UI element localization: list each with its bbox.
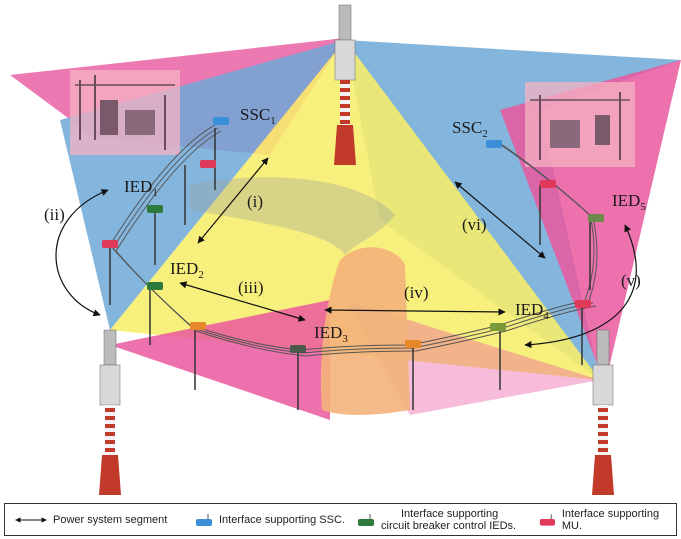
- mu-interface-icon-4: [575, 300, 591, 308]
- link-vi-arrow: [454, 181, 546, 259]
- link-v-arrow: [524, 224, 637, 349]
- ied2-interface-icon: [147, 282, 163, 290]
- coverage-orange-ied3: [320, 247, 410, 415]
- ied3-interface-icon: [290, 345, 306, 353]
- link-iv-arrow: [324, 306, 506, 316]
- cb-interfaces: [147, 205, 604, 353]
- legend-ssc-interface-label: Interface supporting SSC.: [219, 513, 345, 526]
- link-ii-label: (ii): [44, 205, 65, 224]
- network-coverage-diagram: SSC1 SSC2 IED1 IED2 IED3 IED4 IED5 (i) (…: [10, 4, 681, 495]
- relay-interfaces: [190, 322, 421, 348]
- legend-mu-interface: Interface supporting MU.: [537, 504, 676, 535]
- mu-interface-icon-2: [102, 240, 118, 248]
- ied3-label: IED3: [314, 323, 348, 345]
- legend-cb-interface-text: Interface supporting circuit breaker con…: [381, 508, 516, 532]
- link-vi-label: (vi): [462, 215, 487, 234]
- mu-interface-icon-3: [540, 180, 556, 188]
- ied1-label: IED1: [124, 177, 158, 199]
- ied4-interface-icon: [490, 323, 506, 331]
- ssc-router-icon: [196, 513, 212, 526]
- relay-interface-icon-1: [190, 322, 206, 330]
- legend-cb-interface-line1: Interface supporting: [401, 507, 499, 520]
- legend-power-segment: Power system segment: [13, 504, 167, 535]
- legend: Power system segment Interface supportin…: [4, 503, 677, 536]
- ied5-label: IED5: [612, 191, 646, 213]
- link-v-label: (v): [621, 271, 641, 290]
- ied1-interface-icon: [147, 205, 163, 213]
- link-arrows: [55, 157, 637, 349]
- link-iv-label: (iv): [404, 283, 429, 302]
- link-iii-arrow: [179, 281, 306, 322]
- ied2-label: IED2: [170, 259, 204, 281]
- legend-cb-interface: Interface supporting circuit breaker con…: [355, 504, 516, 535]
- tower-top: [334, 4, 356, 165]
- legend-cb-interface-line2: circuit breaker control IEDs.: [381, 519, 517, 532]
- relay-interface-icon-2: [405, 340, 421, 348]
- link-iii-label: (iii): [238, 278, 264, 297]
- ssc2-interface-icon: [486, 140, 502, 148]
- ssc1-interface-icon: [213, 117, 229, 125]
- mu-interface-icon-1: [200, 160, 216, 168]
- tower-bottom-left: [99, 329, 121, 495]
- link-i-arrow: [197, 157, 269, 244]
- ssc1-label: SSC1: [240, 105, 276, 127]
- link-ii-arrow: [55, 189, 109, 317]
- legend-power-segment-label: Power system segment: [53, 513, 168, 526]
- coverage-pink-bottom-left: [110, 300, 330, 420]
- cb-router-icon: [358, 513, 374, 526]
- ssc2-label: SSC2: [452, 118, 488, 140]
- mu-router-icon: [539, 513, 556, 526]
- substation-right: [525, 82, 635, 167]
- legend-ssc-interface: Interface supporting SSC.: [193, 504, 345, 535]
- ied5-interface-icon: [588, 214, 604, 222]
- link-i-label: (i): [247, 192, 263, 211]
- ied4-label: IED4: [515, 300, 549, 322]
- double-arrow-icon: [15, 516, 47, 523]
- ssc-interfaces: [213, 117, 502, 148]
- legend-mu-interface-label: Interface supporting MU.: [561, 507, 660, 532]
- substation-left: [70, 70, 180, 155]
